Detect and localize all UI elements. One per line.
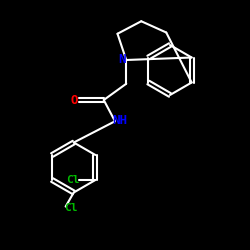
- Text: Cl: Cl: [64, 203, 77, 213]
- Text: N: N: [118, 53, 126, 66]
- Text: O: O: [70, 94, 78, 106]
- Text: NH: NH: [112, 114, 128, 127]
- Text: Cl: Cl: [66, 175, 80, 185]
